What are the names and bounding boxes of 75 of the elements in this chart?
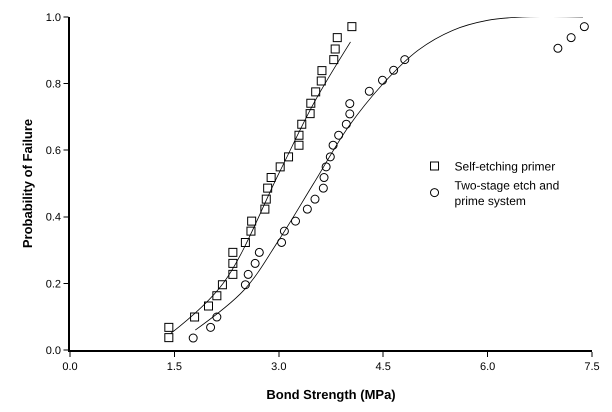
point [294, 140, 304, 150]
y-tick-label: 0.4 [46, 212, 62, 224]
point [246, 226, 256, 236]
point [206, 322, 216, 332]
point [566, 33, 576, 42]
legend-label: Two-stage etch and prime system [454, 178, 560, 208]
point [240, 280, 250, 290]
point [228, 258, 238, 268]
point [389, 66, 398, 75]
x-tick-label: 0.0 [62, 360, 78, 373]
y-axis-title: Probability of Failure [20, 118, 36, 248]
x-tick-label: 6.0 [480, 360, 496, 373]
point [164, 333, 174, 342]
x-tick-label: 3.0 [271, 360, 286, 373]
line-series [194, 17, 584, 330]
point [280, 226, 289, 236]
point [345, 99, 354, 108]
point [212, 312, 222, 322]
point [247, 216, 256, 226]
point [204, 302, 213, 311]
point [212, 291, 222, 300]
point [332, 33, 342, 42]
point [317, 66, 326, 76]
point [318, 184, 328, 193]
point [320, 173, 329, 182]
x-tick-label: 7.5 [584, 360, 600, 373]
point [334, 130, 344, 140]
point [347, 22, 356, 32]
point [310, 194, 320, 204]
point [277, 238, 286, 247]
point [284, 152, 294, 162]
point [302, 204, 312, 214]
point [306, 98, 316, 108]
point [580, 22, 589, 32]
point [250, 258, 260, 268]
y-tick-label: 0.6 [46, 145, 62, 158]
point [306, 109, 315, 118]
x-tick-label: 4.5 [376, 360, 391, 373]
point [276, 162, 285, 172]
point [262, 194, 271, 204]
point [329, 55, 338, 64]
point [311, 87, 320, 96]
y-tick-label: 1.0 [46, 12, 62, 24]
point [400, 55, 410, 64]
point [364, 86, 374, 96]
y-tick-label: 0.2 [46, 278, 62, 290]
point [553, 44, 562, 53]
point [228, 248, 238, 257]
y-tick-label: 0.8 [46, 78, 62, 90]
legend-label: Self-etching primer [454, 160, 556, 174]
point [190, 312, 200, 322]
point [330, 44, 340, 54]
point [326, 152, 335, 162]
point [164, 322, 174, 332]
x-axis-title: Bond Strength (MPa) [266, 387, 396, 402]
point [297, 120, 306, 129]
y-tick-label: 0.0 [46, 344, 62, 357]
point [260, 204, 270, 214]
point [316, 76, 326, 86]
point [291, 216, 300, 226]
point [294, 130, 304, 140]
point [328, 140, 338, 150]
point [263, 184, 272, 193]
point [244, 270, 253, 279]
x-tick-label: 1.5 [166, 360, 182, 373]
point [266, 173, 276, 182]
point [240, 238, 250, 247]
point [378, 76, 387, 85]
point [228, 270, 238, 279]
point [345, 109, 354, 118]
point [254, 248, 264, 257]
point [218, 280, 227, 290]
point [188, 334, 198, 343]
point [322, 162, 331, 172]
point [342, 120, 351, 129]
